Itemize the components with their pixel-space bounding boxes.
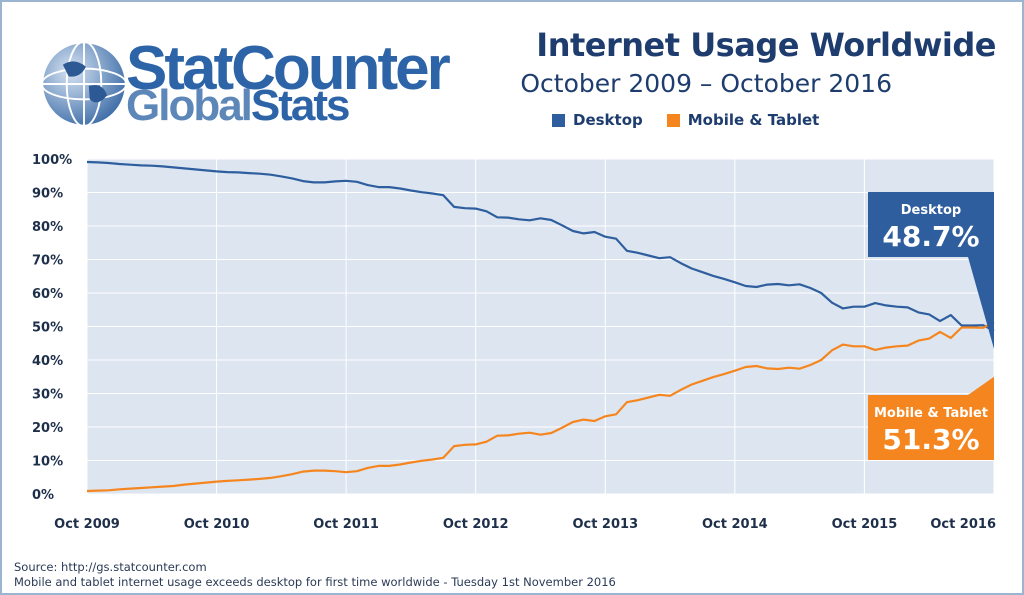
logo-text-stats: Stats [250,81,351,130]
x-tick-label: Oct 2010 [184,517,250,532]
x-tick-label: Oct 2009 [54,517,120,532]
callout-desktop-value: 48.7% [882,220,979,253]
y-tick-label: 80% [32,220,63,235]
y-tick-label: 100% [32,153,72,168]
legend-label-desktop: Desktop [573,111,643,129]
y-tick-label: 20% [32,421,63,436]
logo-text-stat: Stat [126,34,234,103]
x-tick-label: Oct 2013 [572,517,638,532]
series-line-desktop [86,160,995,332]
legend-item-desktop: Desktop [552,111,643,129]
x-tick-label: Oct 2011 [313,517,379,532]
legend-item-mobile: Mobile & Tablet [666,111,820,129]
legend-label-mobile: Mobile & Tablet [687,111,820,129]
x-tick-label: Oct 2016 [930,517,996,532]
y-tick-label: 60% [32,287,63,302]
callout-mobile [868,376,994,460]
y-tick-label: 30% [32,388,63,403]
logo-wordmark-bottom: GlobalStats [126,81,351,130]
callout-desktop [868,192,994,349]
chart-subtitle: October 2009 – October 2016 [520,69,892,98]
globe-icon [40,40,128,128]
legend-swatch-desktop [552,113,565,127]
x-tick-label: Oct 2015 [832,517,898,532]
y-tick-label: 50% [32,321,63,336]
y-tick-label: 10% [32,455,63,470]
callout-mobile-value: 51.3% [882,423,979,456]
y-tick-label: 90% [32,187,63,202]
legend: Desktop Mobile & Tablet [552,111,819,129]
footer-source: Source: http://gs.statcounter.com [14,560,207,574]
y-tick-label: 70% [32,254,63,269]
legend-swatch-mobile [666,113,680,127]
line-chart: 0% 10% 20% 30% 40% 50% 60% 70% 80% 90% 100% Oct 200… [32,153,996,532]
callout-desktop-label: Desktop [901,203,961,218]
statcounter-logo: StatCounter GlobalStats [22,22,522,134]
x-tick-label: Oct 2014 [702,517,768,532]
x-tick-label: Oct 2012 [443,517,509,532]
footer: Source: http://gs.statcounter.com Mobile… [14,560,616,590]
chart-title: Internet Usage Worldwide [536,26,996,64]
logo-wordmark-top: StatCounter [126,38,451,100]
callout-mobile-label: Mobile & Tablet [874,406,988,421]
y-tick-label: 40% [32,354,63,369]
footer-note: Mobile and tablet internet usage exceeds… [14,575,616,589]
y-tick-label: 0% [32,488,54,503]
logo-text-global: Global [126,81,253,130]
series-line-mobile [86,321,995,493]
logo-text-counter: Counter [231,34,451,103]
